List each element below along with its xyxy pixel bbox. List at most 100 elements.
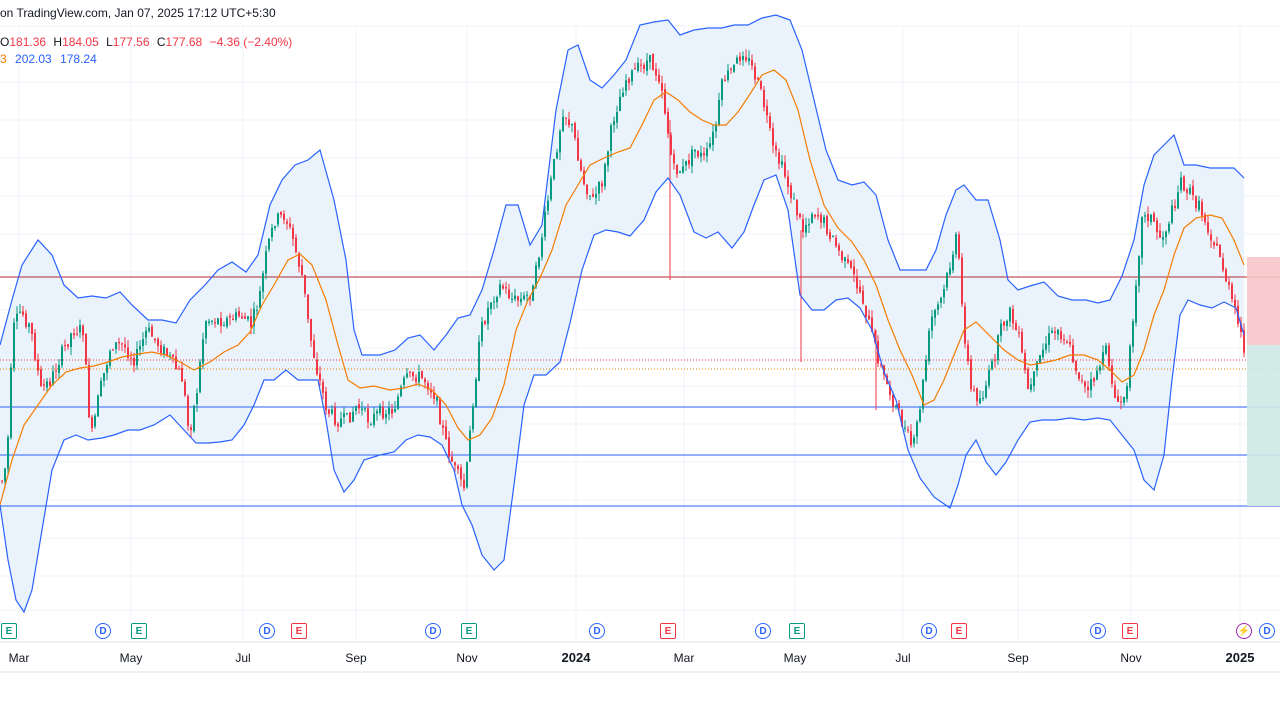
dividend-icon[interactable]: D — [95, 623, 111, 639]
dividend-icon[interactable]: D — [1259, 623, 1275, 639]
candle-body — [685, 160, 687, 166]
candle-body — [61, 346, 63, 366]
candle-body — [919, 409, 921, 422]
dividend-icon[interactable]: D — [755, 623, 771, 639]
candle-body — [226, 317, 228, 327]
candle-body — [181, 368, 183, 382]
candle-body — [856, 276, 858, 289]
candle-body — [892, 394, 894, 407]
earnings-icon[interactable]: E — [461, 623, 477, 639]
candle-body — [82, 325, 84, 336]
candle-body — [1012, 308, 1014, 324]
candle-body — [526, 294, 528, 296]
candle-body — [388, 407, 390, 415]
candle-body — [232, 318, 234, 320]
candle-body — [7, 437, 9, 469]
candle-body — [313, 340, 315, 358]
candle-body — [229, 316, 231, 318]
candle-body — [286, 221, 288, 224]
candle-body — [445, 426, 447, 439]
candle-body — [754, 66, 756, 80]
candle-body — [322, 381, 324, 393]
earnings-icon[interactable]: E — [951, 623, 967, 639]
candle-body — [16, 313, 18, 322]
candle-body — [58, 365, 60, 373]
candle-body — [589, 195, 591, 197]
source-text: on TradingView.com, Jan 07, 2025 17:12 U… — [0, 6, 276, 20]
earnings-icon[interactable]: E — [1122, 623, 1138, 639]
candle-body — [814, 214, 816, 217]
candle-body — [49, 381, 51, 386]
candle-body — [73, 333, 75, 336]
candle-body — [268, 238, 270, 250]
candle-body — [565, 117, 567, 119]
split-icon[interactable]: ⚡ — [1236, 623, 1252, 639]
candle-body — [100, 380, 102, 397]
candle-body — [1204, 214, 1206, 223]
earnings-icon[interactable]: E — [789, 623, 805, 639]
candle-body — [10, 367, 12, 438]
candle-body — [400, 386, 402, 397]
candle-body — [142, 339, 144, 346]
low-value: 177.56 — [112, 35, 150, 49]
candle-body — [145, 330, 147, 338]
candle-body — [505, 287, 507, 289]
bollinger-band-fill — [0, 15, 1244, 612]
candle-body — [706, 148, 708, 157]
candle-body — [304, 274, 306, 294]
candle-body — [787, 176, 789, 187]
candle-body — [259, 291, 261, 308]
candle-body — [1015, 323, 1017, 331]
candle-body — [781, 161, 783, 165]
candle-body — [994, 359, 996, 361]
candle-body — [1216, 243, 1218, 246]
dividend-icon[interactable]: D — [425, 623, 441, 639]
candle-body — [1042, 349, 1044, 357]
candle-body — [850, 260, 852, 268]
candle-body — [247, 316, 249, 320]
candle-body — [958, 234, 960, 259]
candle-body — [1177, 192, 1179, 209]
candle-body — [25, 313, 27, 327]
earnings-icon[interactable]: E — [291, 623, 307, 639]
candle-body — [619, 96, 621, 111]
dividend-icon[interactable]: D — [259, 623, 275, 639]
candle-body — [403, 377, 405, 386]
candle-body — [811, 214, 813, 223]
candle-body — [868, 315, 870, 320]
candle-body — [43, 384, 45, 386]
candle-body — [1243, 330, 1245, 353]
candle-body — [952, 254, 954, 271]
dividend-icon[interactable]: D — [589, 623, 605, 639]
candle-body — [778, 152, 780, 164]
candle-body — [187, 396, 189, 426]
candle-body — [580, 160, 582, 171]
earnings-icon[interactable]: E — [131, 623, 147, 639]
indicator-basis-value: 3 — [0, 52, 7, 66]
candle-body — [1087, 386, 1089, 391]
candle-body — [1, 480, 3, 482]
candle-body — [358, 404, 360, 409]
bollinger-basis-line — [0, 69, 1245, 506]
candle-body — [670, 135, 672, 155]
earnings-icon[interactable]: E — [660, 623, 676, 639]
candle-body — [397, 396, 399, 409]
candle-body — [124, 344, 126, 348]
dividend-icon[interactable]: D — [1090, 623, 1106, 639]
dividend-icon[interactable]: D — [921, 623, 937, 639]
candle-body — [496, 297, 498, 303]
candle-body — [163, 346, 165, 355]
candle-body — [484, 321, 486, 324]
candle-body — [1147, 213, 1149, 221]
earnings-icon[interactable]: E — [1, 623, 17, 639]
candle-body — [568, 119, 570, 126]
candle-body — [1129, 345, 1131, 388]
candle-body — [535, 265, 537, 287]
candle-body — [985, 385, 987, 398]
candle-body — [652, 54, 654, 71]
x-tick-label: Jul — [895, 651, 911, 665]
candle-body — [1084, 381, 1086, 387]
candle-body — [1075, 360, 1077, 371]
candle-body — [712, 131, 714, 145]
